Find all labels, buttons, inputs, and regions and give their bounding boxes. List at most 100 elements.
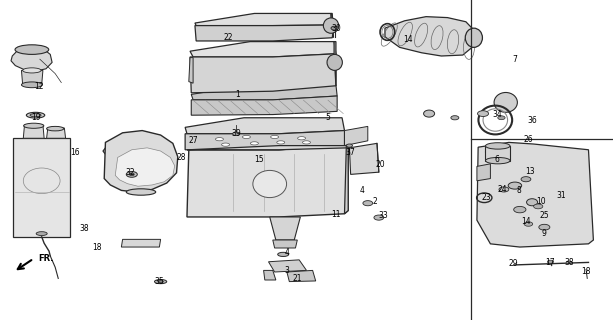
Polygon shape	[189, 58, 193, 83]
Polygon shape	[345, 126, 368, 146]
Text: 33: 33	[378, 211, 388, 220]
Ellipse shape	[498, 116, 505, 120]
Ellipse shape	[277, 141, 285, 144]
Text: 25: 25	[539, 211, 549, 220]
Ellipse shape	[222, 143, 229, 146]
Ellipse shape	[15, 45, 49, 54]
Text: 6: 6	[494, 156, 499, 164]
Polygon shape	[185, 118, 345, 134]
Ellipse shape	[233, 132, 239, 135]
Polygon shape	[187, 146, 348, 217]
Text: 20: 20	[375, 160, 385, 169]
Polygon shape	[477, 164, 490, 181]
Ellipse shape	[534, 204, 543, 209]
Text: 3: 3	[284, 266, 289, 275]
Ellipse shape	[253, 170, 287, 197]
Ellipse shape	[278, 252, 289, 257]
Polygon shape	[47, 128, 66, 138]
Text: 31: 31	[556, 191, 566, 200]
Ellipse shape	[521, 177, 531, 182]
Text: 15: 15	[254, 155, 264, 164]
Ellipse shape	[547, 260, 554, 263]
Polygon shape	[334, 42, 336, 86]
Ellipse shape	[24, 123, 44, 128]
Text: 11: 11	[331, 210, 341, 219]
Text: 17: 17	[546, 258, 555, 267]
Polygon shape	[190, 42, 336, 57]
Ellipse shape	[298, 137, 306, 140]
Polygon shape	[195, 25, 334, 41]
Text: 21: 21	[292, 274, 302, 283]
Polygon shape	[385, 17, 475, 56]
Ellipse shape	[485, 146, 510, 158]
Ellipse shape	[566, 261, 572, 264]
Ellipse shape	[485, 157, 510, 164]
Polygon shape	[187, 146, 348, 150]
Polygon shape	[190, 54, 336, 93]
Text: 36: 36	[527, 116, 537, 125]
Polygon shape	[121, 239, 161, 247]
Ellipse shape	[514, 206, 526, 213]
Polygon shape	[264, 270, 276, 280]
Text: 29: 29	[509, 259, 519, 268]
Ellipse shape	[494, 92, 517, 112]
Text: 27: 27	[188, 136, 198, 145]
Text: 12: 12	[34, 82, 44, 91]
Ellipse shape	[21, 82, 42, 88]
Ellipse shape	[36, 232, 47, 236]
Text: 7: 7	[512, 55, 517, 64]
Text: 34: 34	[493, 110, 503, 119]
Text: 8: 8	[516, 186, 521, 195]
Ellipse shape	[26, 112, 45, 118]
Ellipse shape	[346, 144, 352, 147]
Text: 19: 19	[31, 113, 40, 122]
Polygon shape	[13, 138, 70, 237]
Text: FR.: FR.	[38, 254, 53, 263]
Text: 13: 13	[525, 167, 535, 176]
Text: 32: 32	[125, 168, 135, 177]
Ellipse shape	[327, 54, 343, 70]
Ellipse shape	[23, 68, 41, 73]
Text: 18: 18	[581, 267, 591, 276]
Polygon shape	[287, 270, 316, 282]
Text: 35: 35	[154, 277, 164, 286]
Text: 23: 23	[481, 193, 491, 202]
Text: 14: 14	[403, 36, 413, 44]
Polygon shape	[191, 96, 337, 115]
Ellipse shape	[154, 280, 167, 284]
Ellipse shape	[126, 189, 156, 195]
Ellipse shape	[243, 135, 251, 139]
Ellipse shape	[324, 18, 339, 33]
Text: 30: 30	[331, 24, 341, 33]
Ellipse shape	[331, 26, 338, 30]
Polygon shape	[11, 47, 52, 71]
Text: 24: 24	[498, 185, 508, 194]
Ellipse shape	[527, 199, 538, 206]
Polygon shape	[104, 131, 178, 192]
Ellipse shape	[47, 126, 64, 131]
Text: 16: 16	[70, 148, 80, 157]
Text: 26: 26	[524, 135, 533, 144]
Ellipse shape	[129, 173, 134, 176]
Text: 2: 2	[373, 197, 378, 206]
Polygon shape	[268, 260, 306, 272]
Polygon shape	[21, 70, 43, 85]
Text: 4: 4	[359, 186, 364, 195]
Ellipse shape	[30, 114, 41, 117]
Polygon shape	[270, 217, 300, 240]
Ellipse shape	[485, 143, 510, 149]
Polygon shape	[191, 85, 337, 100]
Text: 38: 38	[80, 224, 89, 233]
Text: 37: 37	[346, 148, 356, 157]
Text: 5: 5	[326, 113, 330, 122]
Text: 38: 38	[564, 258, 574, 267]
Text: 14: 14	[521, 217, 531, 226]
Polygon shape	[477, 142, 593, 247]
Ellipse shape	[451, 116, 459, 120]
Ellipse shape	[303, 141, 311, 144]
Polygon shape	[485, 146, 510, 161]
Ellipse shape	[374, 215, 384, 220]
Ellipse shape	[363, 201, 373, 206]
Ellipse shape	[508, 182, 522, 189]
Ellipse shape	[250, 142, 259, 145]
